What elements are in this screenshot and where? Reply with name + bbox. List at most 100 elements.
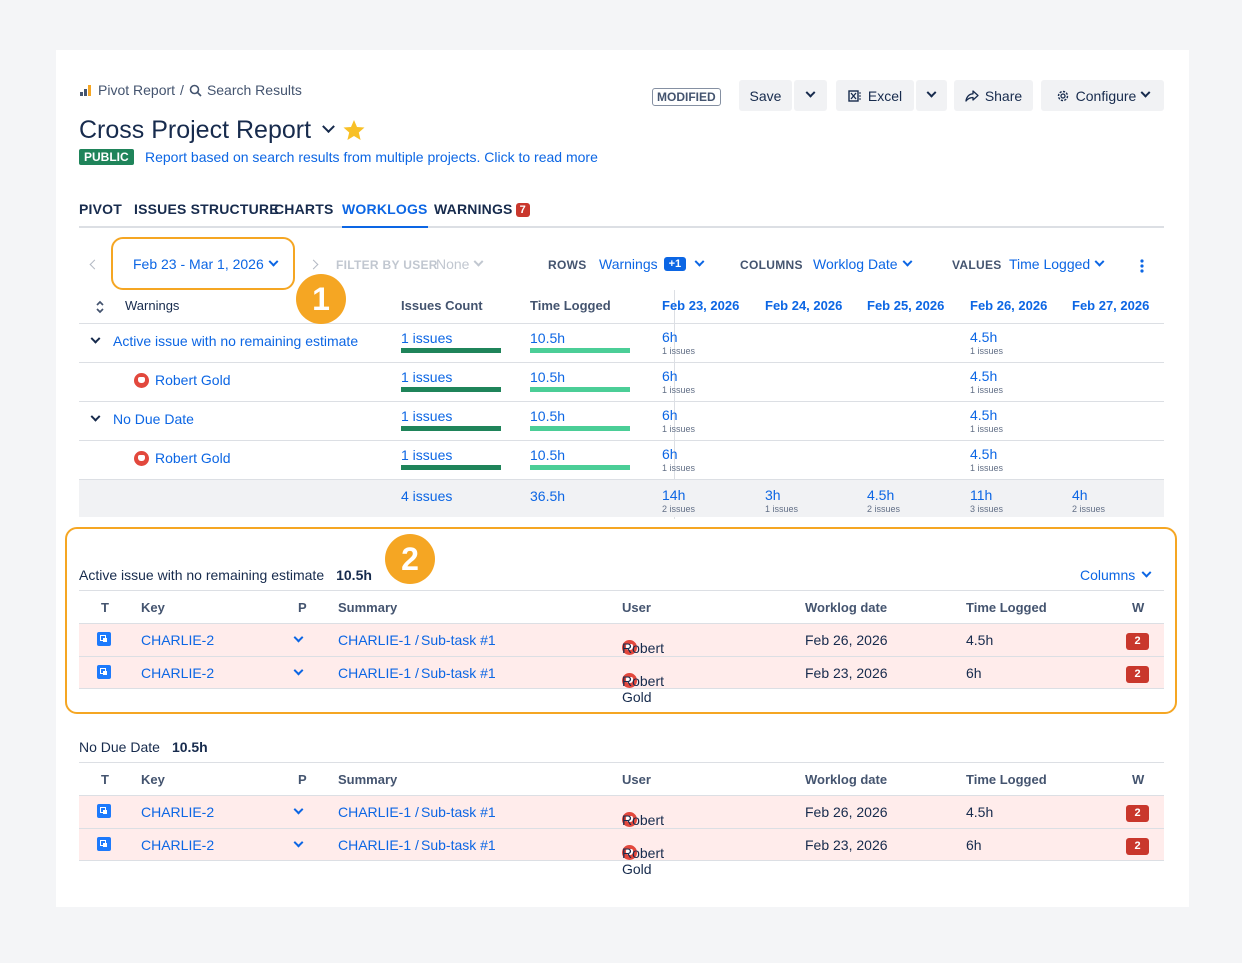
pivot-group-label[interactable]: No Due Date [90, 411, 194, 427]
col-summary[interactable]: Summary [338, 600, 398, 615]
excel-dropdown-button[interactable] [916, 80, 947, 111]
summary-link[interactable]: Sub-task #1 [421, 837, 496, 853]
issues-count-value[interactable]: 1 issues [401, 447, 453, 463]
issues-count-header[interactable]: Issues Count [401, 298, 483, 313]
col-summary[interactable]: Summary [338, 772, 398, 787]
total-date-cell[interactable]: 3h 1 issues [765, 488, 798, 516]
breadcrumb-root[interactable]: Pivot Report [98, 82, 176, 98]
columns-button[interactable]: Columns [1080, 567, 1152, 583]
more-options-icon[interactable] [1140, 259, 1144, 273]
summary-link[interactable]: Sub-task #1 [421, 804, 496, 820]
issues-count-value[interactable]: 1 issues [401, 369, 453, 385]
warning-count-badge[interactable]: 2 [1126, 838, 1149, 855]
summary-parent-link[interactable]: CHARLIE-1 / [338, 665, 419, 681]
issue-key-link[interactable]: CHARLIE-2 [141, 632, 215, 648]
issues-count-bar [401, 348, 501, 353]
values-select[interactable]: Time Logged [1009, 256, 1105, 272]
summary-parent-link[interactable]: CHARLIE-1 / [338, 632, 419, 648]
col-warnings[interactable]: W [1132, 772, 1145, 787]
date-cell[interactable]: 4.5h 1 issues [970, 408, 1003, 436]
excel-button[interactable]: Excel [836, 80, 914, 111]
time-logged-header[interactable]: Time Logged [530, 298, 611, 313]
columns-select[interactable]: Worklog Date [813, 256, 913, 272]
chevron-down-icon[interactable] [90, 411, 101, 422]
warning-count-badge[interactable]: 2 [1126, 666, 1149, 683]
time-logged-value[interactable]: 10.5h [530, 447, 566, 463]
save-dropdown-button[interactable] [794, 80, 827, 111]
next-week-icon[interactable] [308, 259, 319, 270]
total-date-cell[interactable]: 4.5h 2 issues [867, 488, 900, 516]
date-header[interactable]: Feb 27, 2026 [1072, 298, 1150, 313]
issue-key-link[interactable]: CHARLIE-2 [141, 804, 215, 820]
share-button[interactable]: Share [954, 80, 1033, 111]
warning-count-badge[interactable]: 2 [1126, 805, 1149, 822]
total-issues-count[interactable]: 4 issues [401, 488, 453, 504]
date-header[interactable]: Feb 23, 2026 [662, 298, 740, 313]
configure-button[interactable]: Configure [1041, 80, 1164, 111]
breadcrumb-current[interactable]: Search Results [206, 82, 302, 98]
col-worklog-date[interactable]: Worklog date [805, 600, 888, 615]
date-cell[interactable]: 4.5h 1 issues [970, 447, 1003, 475]
col-time-logged[interactable]: Time Logged [966, 600, 1047, 615]
tab-pivot[interactable]: PIVOT [79, 201, 123, 217]
tab-issues-structure[interactable]: ISSUES STRUCTURE [134, 201, 279, 217]
date-cell[interactable]: 6h 1 issues [662, 408, 695, 436]
time-logged-value[interactable]: 10.5h [530, 330, 566, 346]
star-icon[interactable] [342, 119, 366, 141]
tab-charts[interactable]: CHARTS [274, 201, 334, 217]
col-priority[interactable]: P [298, 772, 307, 787]
cell-value: 4.5h [970, 407, 998, 423]
filter-by-user-select[interactable]: None [436, 256, 484, 272]
col-type[interactable]: T [101, 600, 109, 615]
col-key[interactable]: Key [141, 600, 165, 615]
col-priority[interactable]: P [298, 600, 307, 615]
total-date-cell[interactable]: 4h 2 issues [1072, 488, 1105, 516]
date-header[interactable]: Feb 24, 2026 [765, 298, 843, 313]
chevron-down-icon[interactable] [90, 333, 101, 344]
previous-week-icon[interactable] [89, 259, 100, 270]
summary-parent-link[interactable]: CHARLIE-1 / [338, 804, 419, 820]
summary-link[interactable]: Sub-task #1 [421, 665, 496, 681]
tab-warnings[interactable]: WARNINGS 7 [434, 201, 530, 217]
pivot-group-label[interactable]: Active issue with no remaining estimate [90, 333, 358, 349]
summary-link[interactable]: Sub-task #1 [421, 632, 496, 648]
total-date-cell[interactable]: 14h 2 issues [662, 488, 695, 516]
sort-toggle-icon[interactable] [95, 300, 105, 314]
date-cell[interactable]: 4.5h 1 issues [970, 369, 1003, 397]
pivot-user-label[interactable]: Robert Gold [134, 450, 230, 466]
date-cell[interactable]: 6h 1 issues [662, 369, 695, 397]
warning-count-badge[interactable]: 2 [1126, 633, 1149, 650]
col-warnings[interactable]: W [1132, 600, 1145, 615]
total-time-logged[interactable]: 36.5h [530, 488, 566, 504]
chevron-down-icon[interactable] [322, 120, 335, 134]
issues-count-value[interactable]: 1 issues [401, 330, 453, 346]
pivot-user-label[interactable]: Robert Gold [134, 372, 230, 388]
total-date-cell[interactable]: 11h 3 issues [970, 488, 1003, 516]
col-worklog-date[interactable]: Worklog date [805, 772, 888, 787]
col-time-logged[interactable]: Time Logged [966, 772, 1047, 787]
rows-select[interactable]: Warnings +1 [599, 256, 705, 272]
date-cell[interactable]: 6h 1 issues [662, 330, 695, 358]
subtask-icon [97, 665, 111, 679]
issue-key-link[interactable]: CHARLIE-2 [141, 665, 215, 681]
col-type[interactable]: T [101, 772, 109, 787]
col-key[interactable]: Key [141, 772, 165, 787]
report-description[interactable]: Report based on search results from mult… [145, 149, 598, 165]
avatar [134, 372, 149, 388]
save-button[interactable]: Save [739, 80, 792, 111]
time-logged-value[interactable]: 10.5h [530, 369, 566, 385]
report-title[interactable]: Cross Project Report [79, 116, 335, 145]
date-cell[interactable]: 6h 1 issues [662, 447, 695, 475]
issues-count-value[interactable]: 1 issues [401, 408, 453, 424]
date-header[interactable]: Feb 26, 2026 [970, 298, 1048, 313]
tab-worklogs[interactable]: WORKLOGS [342, 201, 428, 228]
summary-parent-link[interactable]: CHARLIE-1 / [338, 837, 419, 853]
date-header[interactable]: Feb 25, 2026 [867, 298, 945, 313]
date-cell[interactable]: 4.5h 1 issues [970, 330, 1003, 358]
time-logged-value[interactable]: 10.5h [530, 408, 566, 424]
col-user[interactable]: User [622, 600, 651, 615]
issue-key-link[interactable]: CHARLIE-2 [141, 837, 215, 853]
date-range-picker[interactable]: Feb 23 - Mar 1, 2026 [133, 256, 279, 272]
col-user[interactable]: User [622, 772, 651, 787]
group-header[interactable]: Warnings [125, 298, 180, 313]
